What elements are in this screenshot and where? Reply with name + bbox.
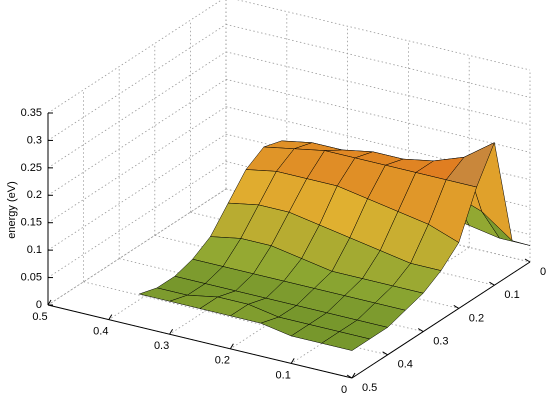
z-axis-label: energy (eV) [6, 181, 18, 238]
grid-line [225, 51, 531, 126]
y-tick-label: 0.5 [362, 382, 377, 394]
grid-line [290, 247, 470, 364]
x-tick-label: 0.4 [93, 326, 108, 338]
grid-line [236, 0, 531, 71]
grid-line [47, 161, 227, 278]
tick-mark [489, 281, 495, 286]
grid-line [47, 0, 223, 114]
tick-mark [346, 374, 353, 379]
z-tick-label: 0.35 [21, 107, 42, 119]
tick-mark [524, 258, 531, 263]
x-tick-label: 0.3 [154, 340, 169, 352]
tick-mark [47, 299, 52, 306]
grid-line [47, 188, 227, 306]
y-tick-label: 0 [540, 266, 546, 278]
grid-line [225, 24, 531, 98]
grid-line [47, 133, 227, 251]
tick-mark [417, 328, 424, 333]
axis-line [351, 261, 531, 379]
y-tick-label: 0.1 [504, 289, 519, 301]
y-tick-label: 0.3 [433, 336, 448, 348]
tick-mark [382, 351, 388, 356]
tick-mark [351, 372, 356, 379]
tick-mark [229, 343, 234, 350]
tick-mark [169, 328, 174, 335]
axis-line [47, 304, 353, 379]
grid-line [47, 106, 227, 224]
z-tick-label: 0.15 [21, 217, 42, 229]
grid-line [47, 78, 227, 196]
z-tick-label: 0 [36, 299, 42, 311]
tick-mark [108, 314, 113, 320]
z-tick-label: 0.3 [27, 134, 42, 146]
z-tick-label: 0.25 [21, 162, 42, 174]
tick-mark [290, 358, 295, 364]
z-tick-label: 0.05 [21, 271, 42, 283]
z-tick-label: 0.1 [27, 244, 42, 256]
surface-patch [320, 331, 371, 351]
grid-line [47, 188, 227, 306]
tick-mark [453, 304, 460, 309]
x-tick-label: 0 [341, 384, 347, 396]
y-tick-label: 0.2 [469, 312, 484, 324]
x-tick-label: 0.2 [215, 355, 230, 367]
grid-line [108, 203, 288, 320]
z-tick-label: 0.2 [27, 189, 42, 201]
grid-line [169, 217, 348, 335]
grid-line [47, 24, 227, 141]
y-tick-label: 0.4 [398, 359, 413, 371]
x-tick-label: 0.5 [32, 311, 47, 323]
grid-line [230, 232, 409, 350]
grid-line [47, 51, 227, 169]
grid-line [225, 78, 531, 153]
x-tick-label: 0.1 [276, 369, 291, 381]
